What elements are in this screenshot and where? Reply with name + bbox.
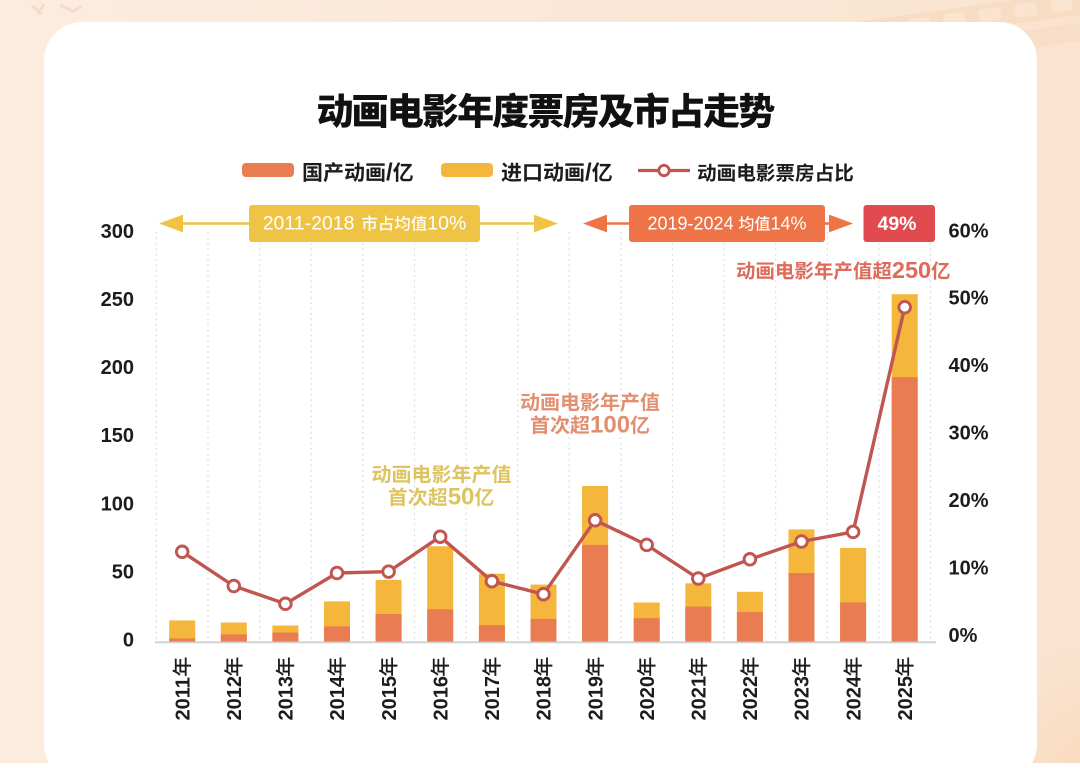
svg-text:20%: 20% — [949, 490, 989, 512]
svg-text:100: 100 — [590, 411, 630, 438]
svg-text:50%: 50% — [949, 288, 989, 310]
svg-text:150: 150 — [101, 425, 134, 447]
svg-text:10%: 10% — [949, 558, 989, 580]
svg-text:2025: 2025 — [895, 676, 917, 721]
svg-text:2016: 2016 — [430, 676, 452, 721]
svg-text:0%: 0% — [949, 625, 978, 647]
svg-text:2023: 2023 — [792, 676, 814, 721]
svg-text:40%: 40% — [949, 355, 989, 377]
svg-text:2024: 2024 — [843, 675, 865, 720]
svg-text:100: 100 — [101, 493, 134, 515]
svg-text:30%: 30% — [949, 423, 989, 445]
svg-text:2019-2024: 2019-2024 — [648, 214, 734, 234]
svg-text:2014: 2014 — [327, 675, 349, 720]
svg-text:/: / — [386, 159, 393, 186]
svg-text:49%: 49% — [877, 213, 916, 235]
svg-text:2021: 2021 — [689, 676, 711, 721]
svg-text:50: 50 — [448, 484, 475, 511]
svg-text:2020: 2020 — [637, 676, 659, 721]
svg-text:300: 300 — [101, 221, 134, 243]
svg-text:14%: 14% — [771, 214, 807, 234]
svg-text:0: 0 — [123, 630, 134, 652]
svg-text:2011-2018: 2011-2018 — [263, 213, 355, 235]
svg-text:2018: 2018 — [534, 676, 556, 721]
svg-text:200: 200 — [101, 357, 134, 379]
svg-text:2015: 2015 — [379, 676, 401, 721]
svg-text:/: / — [585, 159, 592, 186]
svg-text:2012: 2012 — [224, 676, 246, 721]
svg-text:2022: 2022 — [740, 676, 762, 721]
svg-text:250: 250 — [892, 257, 931, 283]
svg-text:250: 250 — [101, 289, 134, 311]
svg-text:2013: 2013 — [276, 676, 298, 721]
svg-text:2019: 2019 — [585, 676, 607, 721]
svg-text:10%: 10% — [427, 213, 466, 235]
svg-text:2017: 2017 — [482, 676, 504, 721]
svg-text:2011: 2011 — [172, 677, 194, 720]
svg-text:50: 50 — [112, 562, 134, 584]
svg-text:60%: 60% — [949, 220, 989, 242]
